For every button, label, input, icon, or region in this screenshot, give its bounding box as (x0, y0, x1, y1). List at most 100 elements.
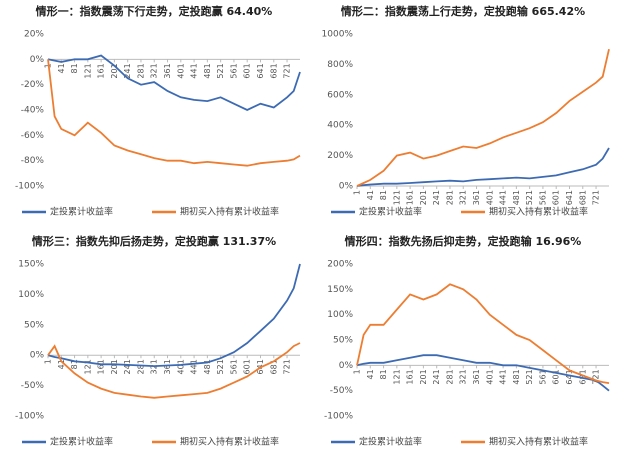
y-tick-label: -80% (21, 156, 45, 166)
x-tick-label: 281 (136, 63, 145, 78)
y-tick-label: -100% (15, 412, 44, 422)
y-tick-label: 0% (30, 55, 45, 65)
x-tick-label: 561 (538, 190, 547, 205)
x-tick-label: 81 (379, 369, 388, 379)
x-tick-label: 401 (485, 369, 494, 384)
series-line (47, 54, 301, 111)
x-tick-label: 241 (432, 369, 441, 384)
y-tick-label: 100% (327, 310, 353, 320)
y-tick-label: 400% (327, 121, 353, 131)
chart-title: 情形一：指数震荡下行走势，定投跑赢 64.40% (36, 4, 273, 18)
x-tick-label: 161 (406, 190, 415, 205)
x-tick-label: 601 (243, 359, 252, 374)
x-tick-label: 521 (216, 63, 225, 78)
x-tick-label: 361 (163, 359, 172, 374)
y-tick-label: 600% (327, 90, 353, 100)
y-tick-label: -100% (324, 412, 353, 422)
y-tick-label: -40% (21, 106, 45, 116)
x-tick-label: 401 (485, 190, 494, 205)
x-tick-label: 41 (366, 190, 375, 200)
x-tick-label: 361 (163, 63, 172, 78)
chart-title: 情形二：指数震荡上行走势，定投跑输 665.42% (341, 4, 585, 18)
y-tick-label: 200% (327, 260, 353, 270)
x-tick-label: 441 (499, 369, 508, 384)
x-tick-label: 441 (499, 190, 508, 205)
x-tick-label: 721 (592, 190, 601, 205)
series-line (356, 48, 610, 187)
y-tick-label: 200% (327, 151, 353, 161)
x-tick-label: 441 (190, 63, 199, 78)
x-tick-label: 201 (419, 369, 428, 384)
y-tick-label: 800% (327, 60, 353, 70)
x-tick-label: 361 (472, 190, 481, 205)
x-tick-label: 401 (176, 359, 185, 374)
x-tick-label: 521 (216, 359, 225, 374)
x-tick-label: 321 (150, 63, 159, 78)
x-tick-label: 161 (97, 359, 106, 374)
x-tick-label: 721 (592, 369, 601, 384)
legend-label: 期初买入持有累计收益率 (180, 436, 279, 448)
x-tick-label: 41 (57, 359, 66, 369)
x-tick-label: 161 (406, 369, 415, 384)
x-tick-label: 241 (432, 190, 441, 205)
x-tick-label: 201 (110, 63, 119, 78)
x-tick-label: 241 (123, 359, 132, 374)
legend-label: 期初买入持有累计收益率 (489, 436, 588, 448)
x-tick-label: 121 (392, 369, 401, 384)
chart-title: 情形三：指数先抑后扬走势，定投跑赢 131.37% (32, 234, 276, 248)
x-tick-label: 481 (512, 369, 521, 384)
y-tick-label: 0% (339, 361, 354, 371)
x-tick-label: 521 (525, 369, 534, 384)
y-tick-label: -20% (21, 80, 45, 90)
x-tick-label: 201 (110, 359, 119, 374)
x-tick-label: 121 (83, 359, 92, 374)
x-tick-label: 681 (269, 63, 278, 78)
y-tick-label: 100% (18, 290, 44, 300)
y-tick-label: 1000% (322, 30, 354, 40)
y-tick-label: -50% (330, 386, 354, 396)
x-tick-label: 601 (552, 369, 561, 384)
series-line (47, 342, 301, 399)
x-tick-label: 401 (176, 63, 185, 78)
y-tick-label: 150% (18, 260, 44, 270)
x-tick-label: 721 (283, 359, 292, 374)
x-tick-label: 81 (379, 190, 388, 200)
legend-label: 期初买入持有累计收益率 (489, 206, 588, 218)
x-tick-label: 41 (366, 369, 375, 379)
legend-label: 定投累计收益率 (50, 436, 113, 448)
y-tick-label: -60% (21, 131, 45, 141)
x-tick-label: 481 (203, 359, 212, 374)
x-tick-label: 641 (565, 190, 574, 205)
x-tick-label: 321 (459, 369, 468, 384)
legend-label: 定投累计收益率 (50, 206, 113, 218)
y-tick-label: 50% (24, 320, 44, 330)
x-tick-label: 321 (459, 190, 468, 205)
chart-title: 情形四：指数先扬后抑走势，定投跑输 16.96% (345, 234, 582, 248)
y-tick-label: -50% (21, 381, 45, 391)
x-tick-label: 81 (70, 359, 79, 369)
x-tick-label: 561 (538, 369, 547, 384)
x-tick-label: 641 (565, 369, 574, 384)
series-line (47, 59, 301, 167)
x-tick-label: 281 (445, 190, 454, 205)
legend-label: 定投累计收益率 (359, 206, 422, 218)
x-tick-label: 281 (445, 369, 454, 384)
x-tick-label: 521 (525, 190, 534, 205)
x-tick-label: 561 (229, 63, 238, 78)
x-tick-label: 41 (57, 63, 66, 73)
series-line (47, 263, 301, 368)
x-tick-label: 361 (472, 369, 481, 384)
y-tick-label: -100% (15, 182, 44, 192)
x-tick-label: 441 (190, 359, 199, 374)
x-tick-label: 481 (203, 63, 212, 78)
legend-label: 定投累计收益率 (359, 436, 422, 448)
series-line (356, 283, 610, 384)
y-tick-label: 0% (339, 182, 354, 192)
x-tick-label: 561 (229, 359, 238, 374)
x-tick-label: 681 (578, 190, 587, 205)
x-tick-label: 1 (353, 190, 362, 195)
x-tick-label: 161 (97, 63, 106, 78)
x-tick-label: 201 (419, 190, 428, 205)
x-tick-label: 681 (578, 369, 587, 384)
